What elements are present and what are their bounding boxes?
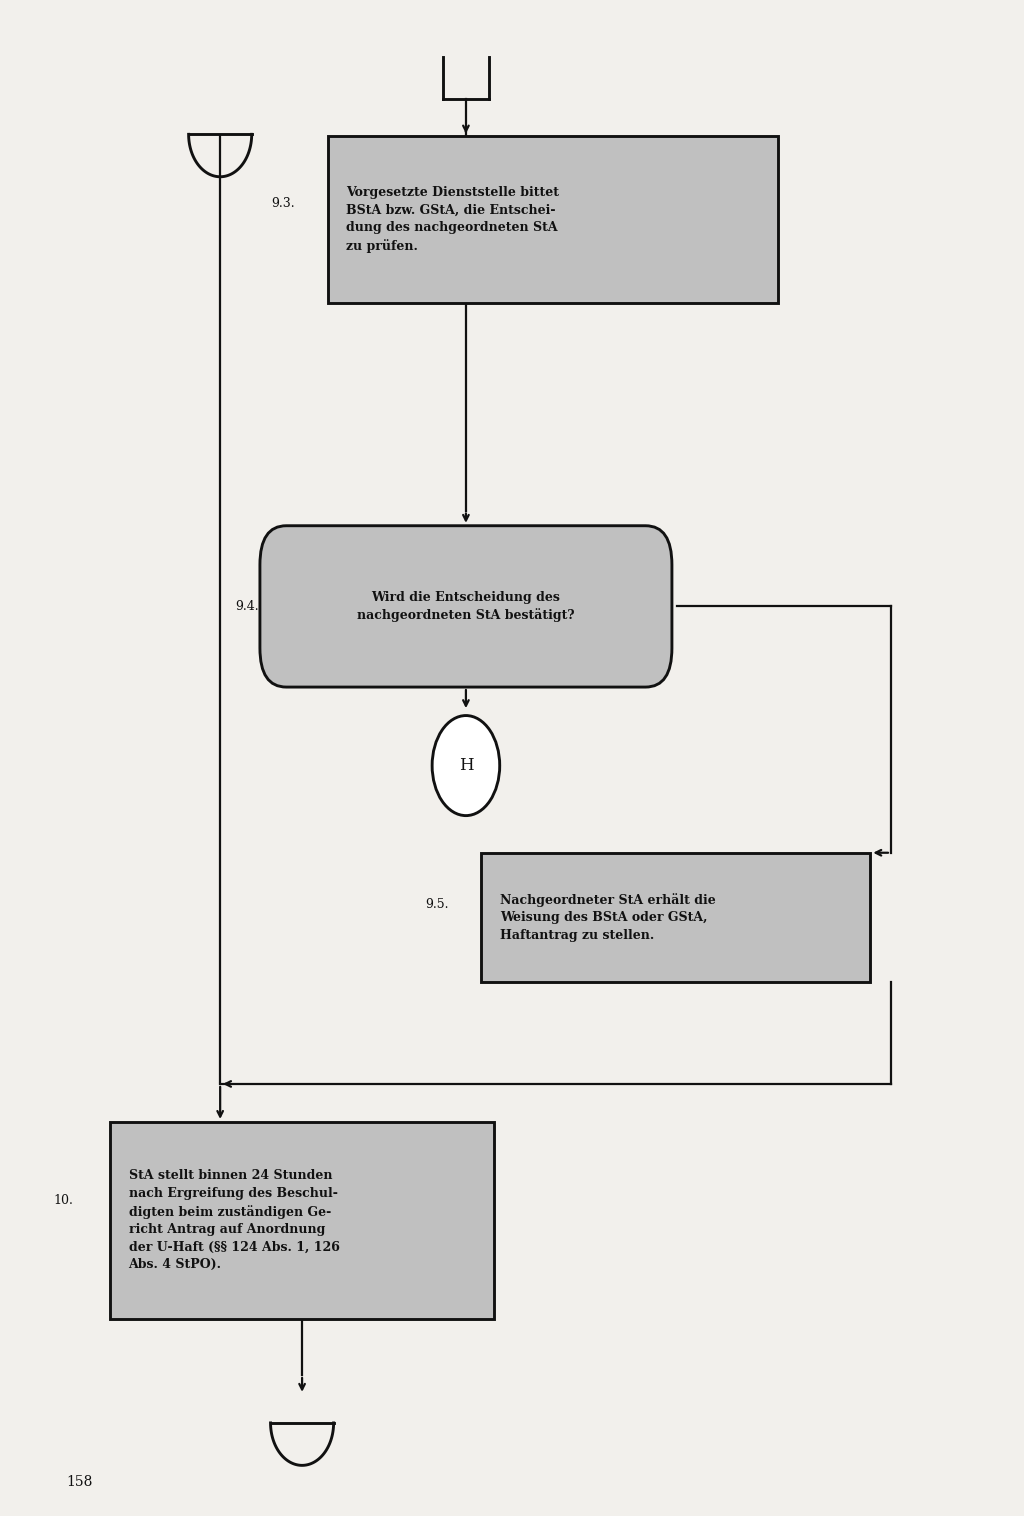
Text: 9.3.: 9.3.	[271, 197, 295, 209]
FancyBboxPatch shape	[481, 852, 870, 982]
Text: 158: 158	[67, 1475, 93, 1489]
Text: 10.: 10.	[53, 1195, 74, 1207]
FancyBboxPatch shape	[260, 526, 672, 687]
Text: H: H	[459, 756, 473, 775]
FancyBboxPatch shape	[328, 136, 778, 303]
Text: 9.4.: 9.4.	[234, 600, 258, 612]
FancyBboxPatch shape	[110, 1122, 494, 1319]
Text: Nachgeordneter StA erhält die
Weisung des BStA oder GStA,
Haftantrag zu stellen.: Nachgeordneter StA erhält die Weisung de…	[500, 893, 716, 941]
Circle shape	[432, 716, 500, 816]
Text: 9.5.: 9.5.	[425, 897, 449, 911]
Text: Vorgesetzte Dienststelle bittet
BStA bzw. GStA, die Entschei-
dung des nachgeord: Vorgesetzte Dienststelle bittet BStA bzw…	[346, 186, 559, 253]
Text: StA stellt binnen 24 Stunden
nach Ergreifung des Beschul-
digten beim zuständige: StA stellt binnen 24 Stunden nach Ergrei…	[128, 1169, 339, 1272]
Text: Wird die Entscheidung des
nachgeordneten StA bestätigt?: Wird die Entscheidung des nachgeordneten…	[357, 591, 574, 622]
